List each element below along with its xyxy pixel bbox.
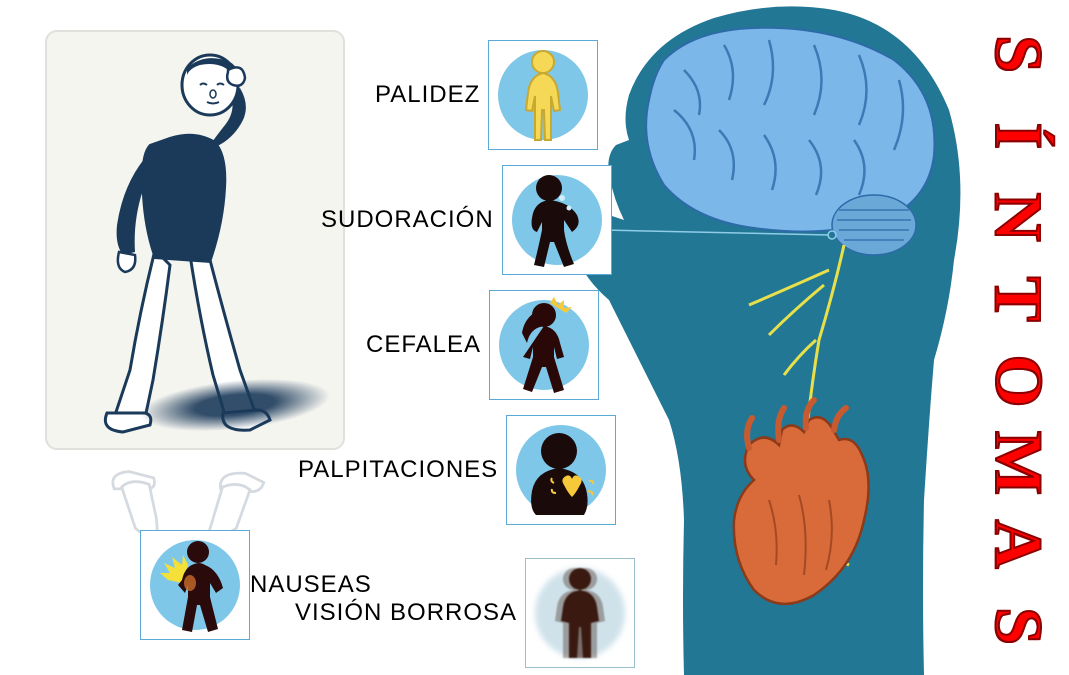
title-letter: S [985,607,1053,645]
title-letter: N [985,193,1053,242]
symptom-label: NAUSEAS [250,571,372,599]
headache-figure-icon [489,290,599,400]
symptom-label: SUDORACIÓN [321,206,494,234]
title-letter: A [985,520,1053,569]
blur-figure-icon [525,558,635,668]
pale-figure-icon [488,40,598,150]
symptom-label: PALPITACIONES [298,456,498,484]
symptom-label: PALIDEZ [375,81,480,109]
symptom-nauseas: NAUSEAS [140,530,362,640]
nausea-figure-icon [140,530,250,640]
heart-figure-icon [506,415,616,525]
title-letter: S [985,35,1053,73]
dizzy-person-panel [45,30,345,450]
title-letter: T [985,276,1053,321]
symptom-palidez: PALIDEZ [375,40,598,150]
sweat-figure-icon [502,165,612,275]
page-title-vertical: S Í N T O M A S [979,20,1059,660]
symptom-sudoracion: SUDORACIÓN [321,165,612,275]
title-letter: O [985,354,1053,407]
symptom-cefalea: CEFALEA [366,290,599,400]
title-letter: M [985,430,1053,494]
title-letter: Í [985,122,1053,148]
symptom-label: CEFALEA [366,331,481,359]
symptom-palpitaciones: PALPITACIONES [298,415,616,525]
